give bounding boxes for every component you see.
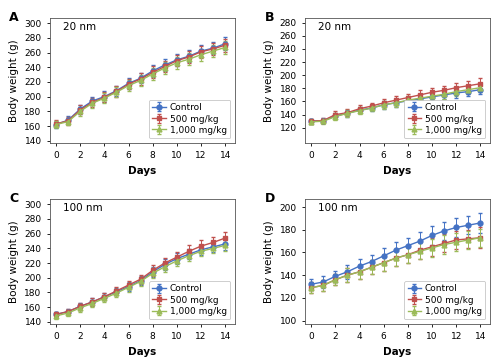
X-axis label: Days: Days bbox=[128, 166, 156, 176]
X-axis label: Days: Days bbox=[384, 166, 411, 176]
Y-axis label: Body weight (g): Body weight (g) bbox=[264, 39, 274, 122]
X-axis label: Days: Days bbox=[128, 347, 156, 357]
Legend: Control, 500 mg/kg, 1,000 mg/kg: Control, 500 mg/kg, 1,000 mg/kg bbox=[149, 100, 230, 138]
Text: 20 nm: 20 nm bbox=[63, 22, 96, 32]
Legend: Control, 500 mg/kg, 1,000 mg/kg: Control, 500 mg/kg, 1,000 mg/kg bbox=[149, 281, 230, 319]
Text: 100 nm: 100 nm bbox=[63, 203, 102, 213]
Y-axis label: Body weight (g): Body weight (g) bbox=[9, 220, 19, 303]
Text: B: B bbox=[264, 10, 274, 23]
Legend: Control, 500 mg/kg, 1,000 mg/kg: Control, 500 mg/kg, 1,000 mg/kg bbox=[404, 281, 485, 319]
Text: D: D bbox=[264, 192, 274, 204]
Text: 100 nm: 100 nm bbox=[318, 203, 358, 213]
Text: 20 nm: 20 nm bbox=[318, 22, 351, 32]
Legend: Control, 500 mg/kg, 1,000 mg/kg: Control, 500 mg/kg, 1,000 mg/kg bbox=[404, 100, 485, 138]
Y-axis label: Body weight (g): Body weight (g) bbox=[9, 39, 19, 122]
Y-axis label: Body weight (g): Body weight (g) bbox=[264, 220, 274, 303]
Text: C: C bbox=[10, 192, 18, 204]
X-axis label: Days: Days bbox=[384, 347, 411, 357]
Text: A: A bbox=[10, 10, 19, 23]
